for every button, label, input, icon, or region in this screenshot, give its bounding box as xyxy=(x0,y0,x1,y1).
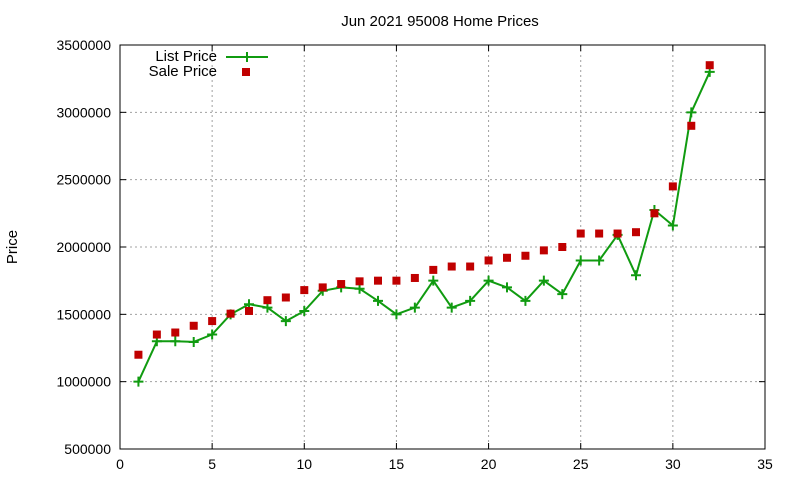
sale-price-point xyxy=(687,121,696,130)
legend: List Price Sale Price xyxy=(149,48,268,80)
sale-price-point xyxy=(318,283,327,292)
list-price-point xyxy=(170,336,181,347)
sale-price-point xyxy=(208,317,217,326)
sale-price-point xyxy=(558,243,567,251)
sale-price-point xyxy=(503,253,511,262)
sale-price-point xyxy=(337,280,346,289)
legend-swatch-sale-square xyxy=(242,68,250,76)
y-tick-label: 1000000 xyxy=(56,374,111,390)
legend-swatch-list-plus xyxy=(242,52,252,62)
sale-price-point xyxy=(632,228,640,237)
y-tick-label: 2500000 xyxy=(56,172,111,188)
x-tick-label: 25 xyxy=(573,456,589,472)
sale-price-point xyxy=(410,273,419,282)
grid-lines xyxy=(120,45,765,449)
x-tick-label: 35 xyxy=(757,456,773,472)
list-price-point xyxy=(207,329,218,340)
list-price-line xyxy=(137,71,711,383)
sale-price-point xyxy=(595,229,604,238)
sale-price-point xyxy=(576,229,585,238)
list-price-point xyxy=(280,316,291,327)
list-price-point xyxy=(409,302,420,313)
y-tick-label: 3000000 xyxy=(56,104,111,120)
sale-price-point xyxy=(705,61,714,70)
sale-price-point xyxy=(650,209,659,218)
list-price-point xyxy=(520,295,531,306)
x-tick-label: 5 xyxy=(208,456,216,472)
y-tick-label: 3500000 xyxy=(56,37,111,53)
list-price-point xyxy=(262,302,273,313)
sale-price-point xyxy=(539,246,548,255)
sale-price-point xyxy=(613,229,622,238)
list-price-point xyxy=(354,283,365,294)
list-price-point xyxy=(502,282,512,293)
sale-price-point xyxy=(355,277,364,286)
list-price-point xyxy=(483,275,494,286)
list-price-point xyxy=(373,295,383,306)
sale-price-point xyxy=(134,350,143,359)
list-price-point xyxy=(446,302,457,313)
list-price-point xyxy=(428,275,439,286)
list-price-point xyxy=(557,289,568,300)
x-tick-label: 30 xyxy=(665,456,681,472)
list-price-point xyxy=(188,336,199,347)
x-tick-label: 10 xyxy=(296,456,312,472)
x-tick-label: 0 xyxy=(116,456,124,472)
list-price-point xyxy=(465,295,476,306)
legend-label-list-price: List Price xyxy=(155,48,217,65)
legend-label-sale-price: Sale Price xyxy=(149,63,217,80)
sale-price-point xyxy=(281,293,290,302)
sale-price-point xyxy=(668,182,677,191)
list-price-point xyxy=(667,220,678,231)
sale-price-point xyxy=(263,296,272,305)
sale-price-point xyxy=(466,262,475,271)
data-series xyxy=(133,61,715,387)
list-price-point xyxy=(538,275,549,286)
axis-ticks: 0 5 10 15 20 25 30 35 500000 1000000 1500000 200000… xyxy=(56,37,773,472)
sale-price-point xyxy=(226,309,235,318)
list-price-point xyxy=(391,309,402,320)
sale-price-point xyxy=(447,262,456,271)
sale-price-point xyxy=(429,265,438,274)
list-price-point xyxy=(575,255,586,266)
sale-price-point xyxy=(171,328,180,337)
chart-title: Jun 2021 95008 Home Prices xyxy=(341,13,539,30)
plot-frame xyxy=(119,44,766,450)
sale-price-point xyxy=(300,286,309,295)
x-tick-label: 15 xyxy=(389,456,405,472)
sale-price-point xyxy=(245,306,253,315)
sale-price-point xyxy=(521,251,530,260)
sale-price-point xyxy=(392,276,401,285)
list-price-point xyxy=(299,305,310,316)
y-tick-label: 2000000 xyxy=(56,239,111,255)
sale-price-point xyxy=(152,330,161,339)
x-tick-label: 20 xyxy=(481,456,497,472)
y-tick-label: 1500000 xyxy=(56,306,111,322)
y-tick-label: 500000 xyxy=(64,441,111,457)
list-price-point xyxy=(594,255,605,266)
y-axis-label: Price xyxy=(4,230,21,264)
list-price-point xyxy=(631,270,641,281)
list-price-point xyxy=(686,107,697,118)
sale-price-point xyxy=(484,256,493,265)
list-price-point xyxy=(133,376,144,387)
sale-price-point xyxy=(374,276,382,285)
sale-price-point xyxy=(189,321,198,330)
